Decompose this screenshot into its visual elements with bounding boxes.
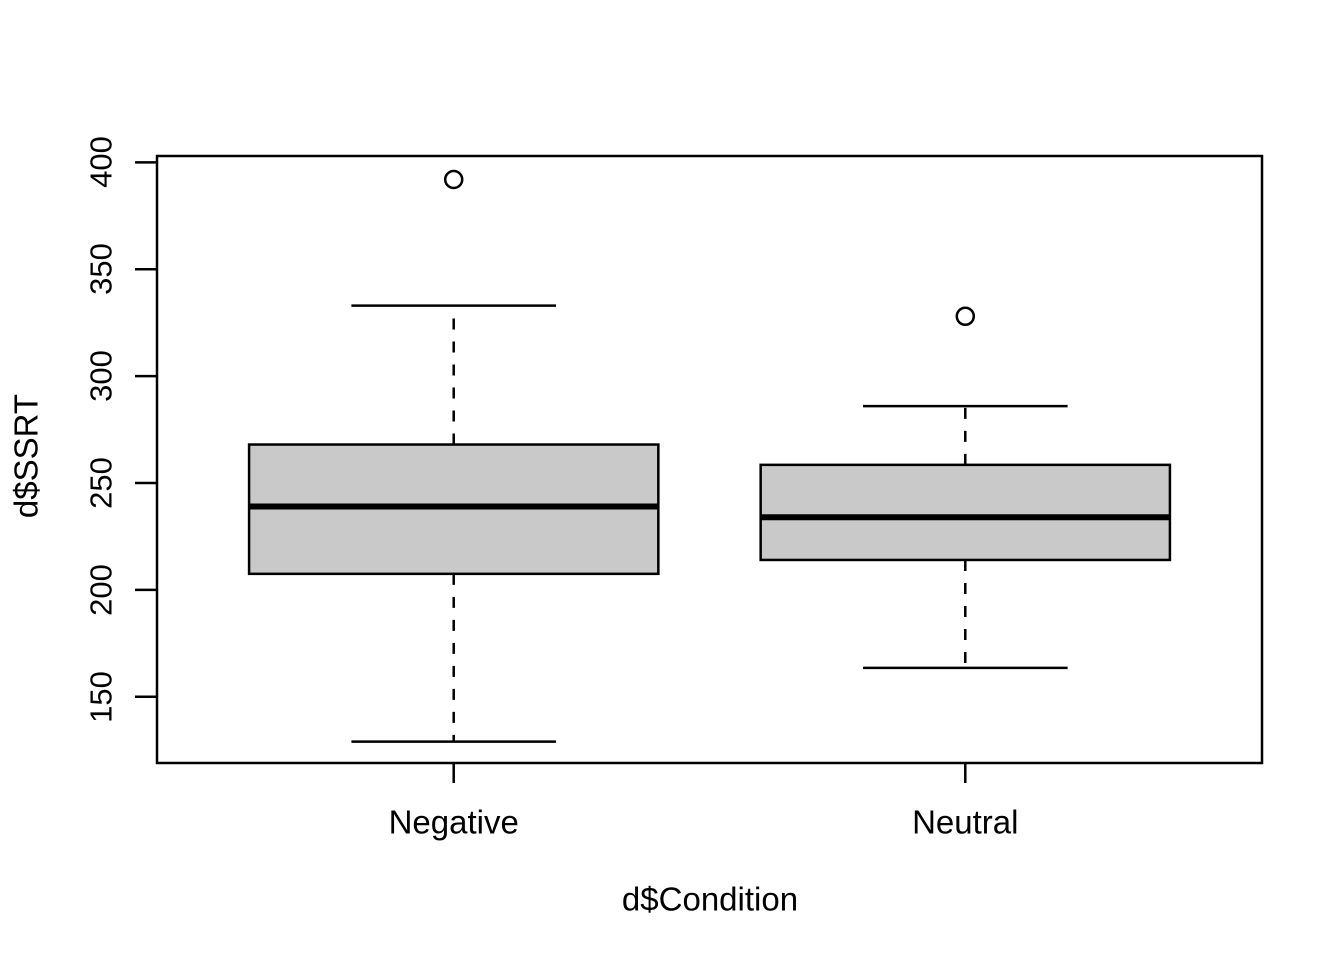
x-axis-title: d$Condition [621, 880, 799, 918]
outlier-point-neutral [955, 306, 976, 327]
x-category-label-neutral: Neutral [912, 803, 1019, 841]
y-tick-label: 250 [83, 457, 119, 509]
y-tick-label: 150 [83, 670, 119, 723]
y-tick-label: 300 [83, 350, 119, 403]
plot-border [155, 154, 1264, 765]
x-category-label-negative: Negative [388, 803, 519, 841]
y-tick-label: 350 [83, 243, 119, 296]
iqr-box-neutral [759, 463, 1172, 562]
outlier-point-negative [443, 169, 464, 190]
y-tick-label: 200 [83, 564, 119, 616]
y-tick-label: 400 [83, 136, 119, 189]
y-axis-title: d$SSRT [7, 393, 45, 519]
